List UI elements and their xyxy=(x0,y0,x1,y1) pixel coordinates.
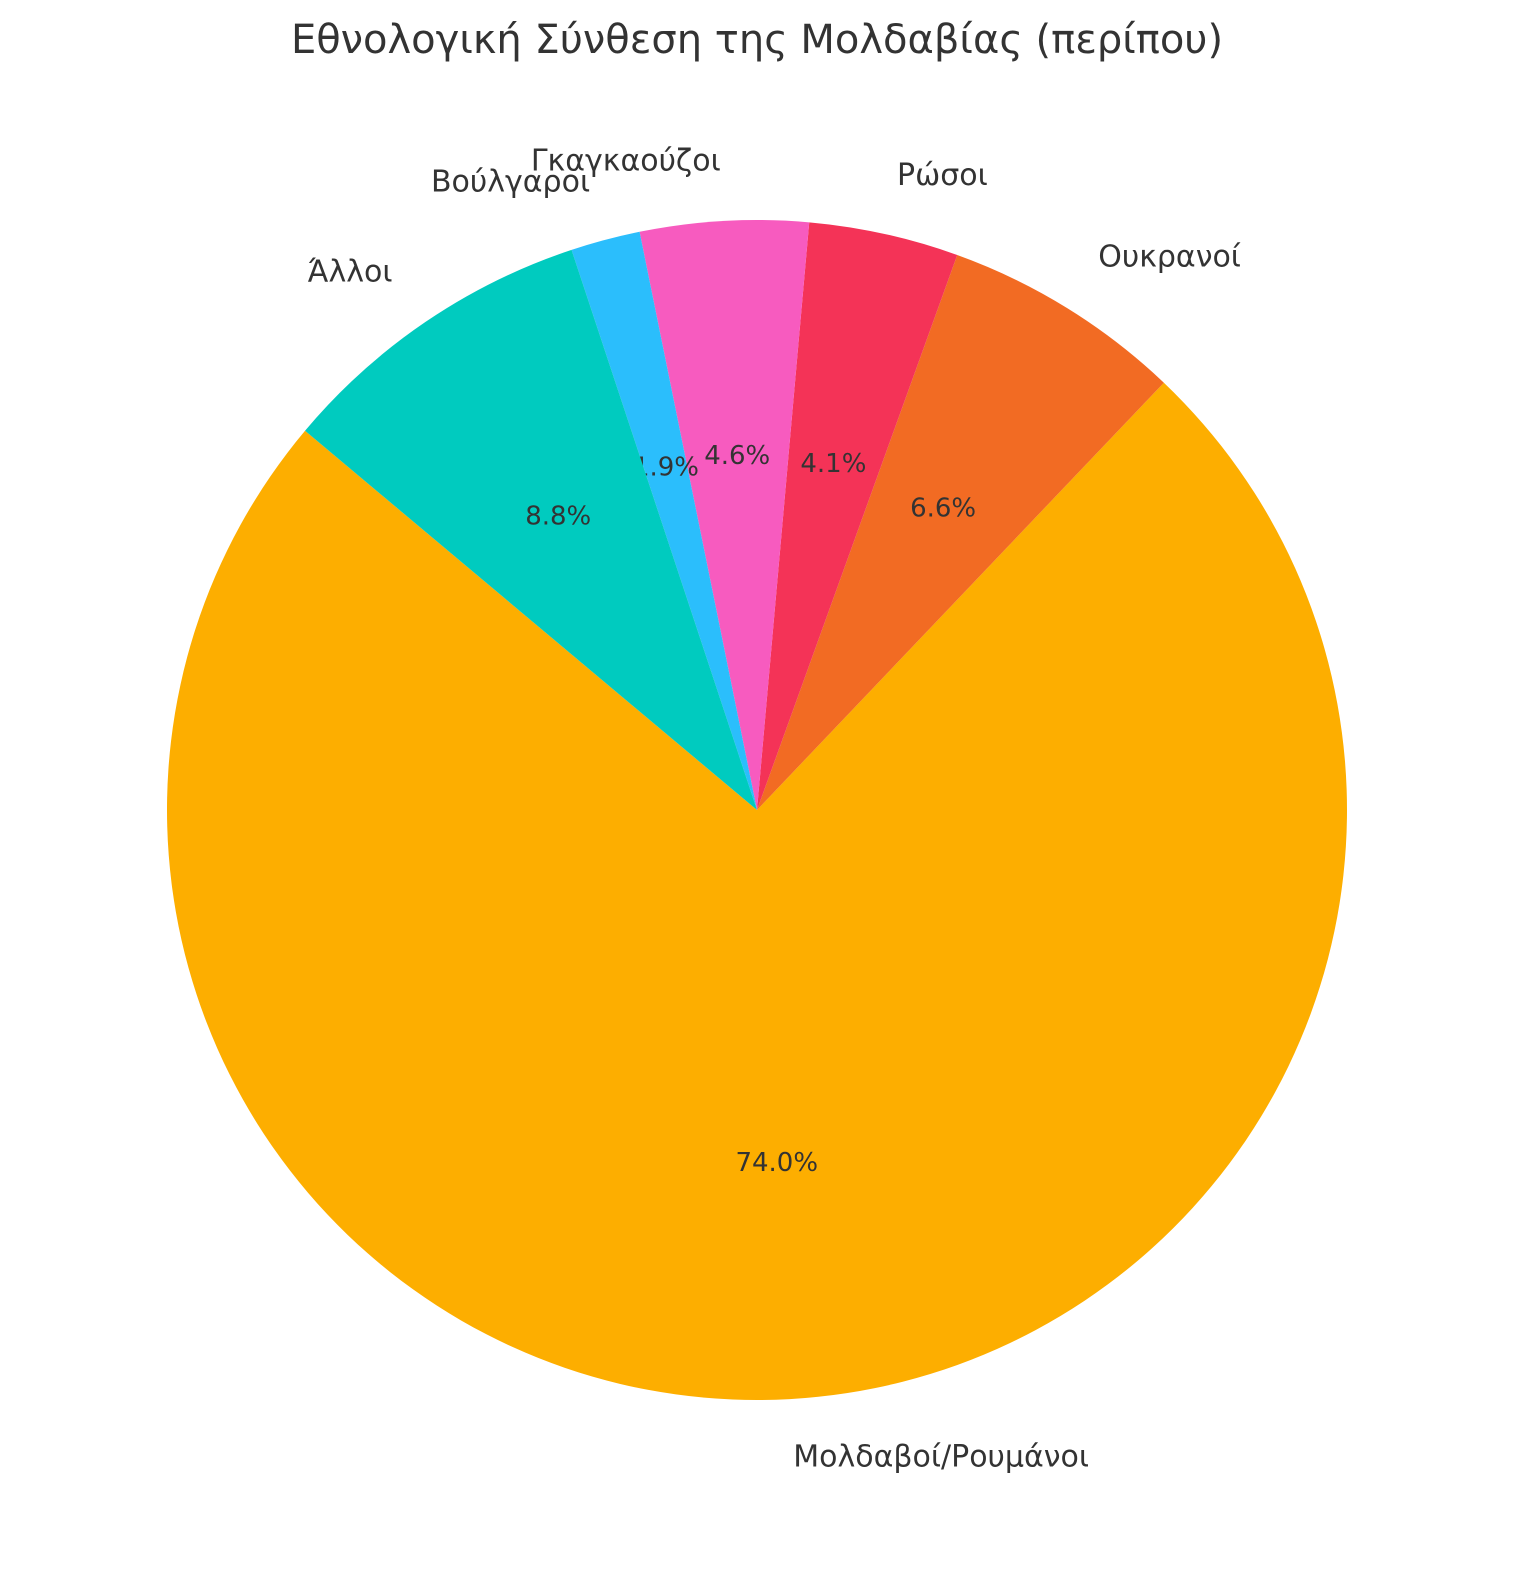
pie-slice xyxy=(305,249,757,810)
percent-label: 74.0% xyxy=(735,1148,818,1178)
pie-slice xyxy=(757,222,958,810)
slice-label: Βούλγαροι xyxy=(431,164,590,199)
chart-title: Εθνολογική Σύνθεση της Μολδαβίας (περίπο… xyxy=(291,17,1223,63)
slice-label: Γκαγκαούζοι xyxy=(531,144,721,179)
pie-slice xyxy=(571,231,757,810)
percent-label: 6.6% xyxy=(910,493,976,523)
pie-slice xyxy=(639,220,810,811)
slice-label: Ουκρανοί xyxy=(1098,239,1241,274)
pie-slice xyxy=(757,255,1164,810)
slice-label: Μολδαβοί/Ρουμάνοι xyxy=(793,1439,1089,1474)
pie-slice xyxy=(166,382,1347,1400)
percent-label: 4.1% xyxy=(800,449,866,479)
slice-label: Άλλοι xyxy=(308,254,393,289)
percent-label: 4.6% xyxy=(704,441,770,471)
percent-label: 8.8% xyxy=(525,502,591,532)
slice-label: Ρώσοι xyxy=(897,158,988,193)
